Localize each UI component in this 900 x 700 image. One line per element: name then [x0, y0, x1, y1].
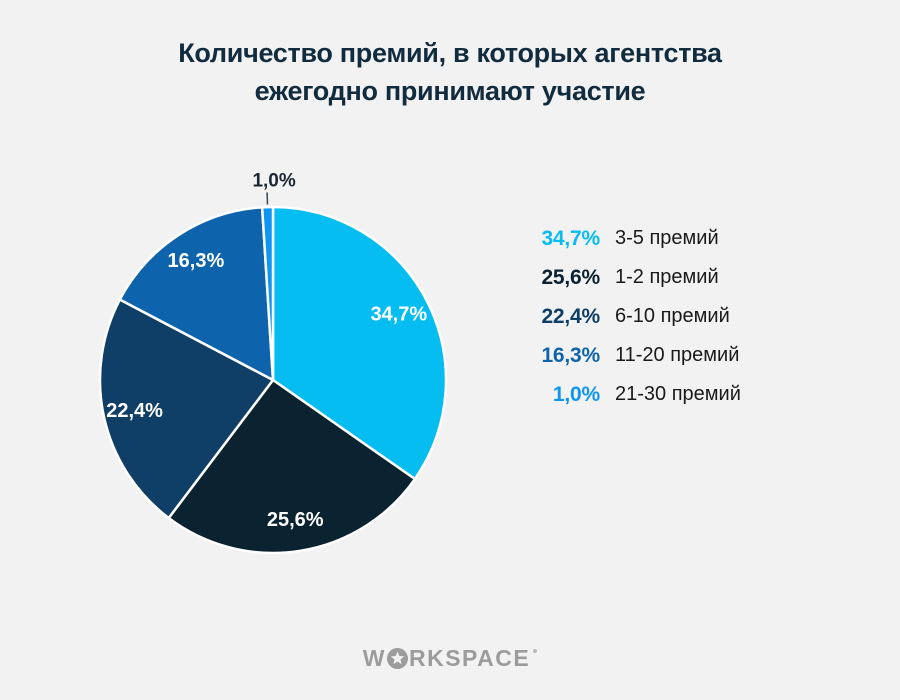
- legend-percent: 16,3%: [541, 343, 600, 367]
- legend-percent: 34,7%: [541, 226, 600, 250]
- legend-label: 3-5 премий: [615, 227, 719, 249]
- pie-slice-11-20-премий: [118, 206, 275, 382]
- star-in-circle-icon: [386, 648, 408, 669]
- chart-title: Количество премий, в которых агентства е…: [0, 34, 900, 110]
- pie-slice-1-2-премий: [167, 378, 417, 555]
- footer: W RKSPACE: [0, 645, 900, 672]
- trademark-dot: [533, 649, 538, 653]
- legend-label: 6-10 премий: [615, 305, 730, 327]
- legend-label: 21-30 премий: [615, 383, 741, 405]
- pie-slice-21-30-премий: [260, 205, 275, 382]
- pie-chart-svg: 34,7% 25,6% 22,4% 16,3% 1,0%: [98, 170, 448, 555]
- legend-item: 16,3% 11-20 премий: [520, 336, 800, 375]
- pie-slice-6-10-премий: [98, 298, 275, 520]
- legend-item: 25,6% 1-2 премий: [520, 258, 800, 297]
- legend-percent: 25,6%: [541, 265, 600, 289]
- pie-slice-label: 22,4%: [106, 400, 163, 422]
- legend: 34,7% 3-5 премий 25,6% 1-2 премий 22,4% 6-10 …: [520, 219, 800, 414]
- brand-letter-w: W: [362, 645, 386, 671]
- chart-title-line1: Количество премий, в которых агентства: [178, 38, 722, 68]
- legend-label: 1-2 премий: [615, 266, 719, 288]
- pie-chart: 34,7% 25,6% 22,4% 16,3% 1,0%: [80, 150, 500, 580]
- workspace-logo: W RKSPACE: [362, 645, 538, 672]
- legend-item: 1,0% 21-30 премий: [520, 375, 800, 414]
- legend-item: 34,7% 3-5 премий: [520, 219, 800, 258]
- legend-item: 22,4% 6-10 премий: [520, 297, 800, 336]
- pie-slice-label: 16,3%: [168, 250, 225, 272]
- legend-percent: 1,0%: [552, 382, 600, 406]
- pie-slice-label-outside: 1,0%: [252, 170, 295, 191]
- pie-slice-label: 25,6%: [267, 509, 324, 531]
- legend-percent: 22,4%: [541, 304, 600, 328]
- brand-letters-rkspace: RKSPACE: [408, 645, 531, 671]
- chart-title-line2: ежегодно принимают участие: [254, 76, 646, 106]
- legend-label: 11-20 премий: [615, 344, 740, 366]
- pie-slice-label: 34,7%: [370, 303, 427, 325]
- pie-slice-3-5-премий: [271, 205, 448, 481]
